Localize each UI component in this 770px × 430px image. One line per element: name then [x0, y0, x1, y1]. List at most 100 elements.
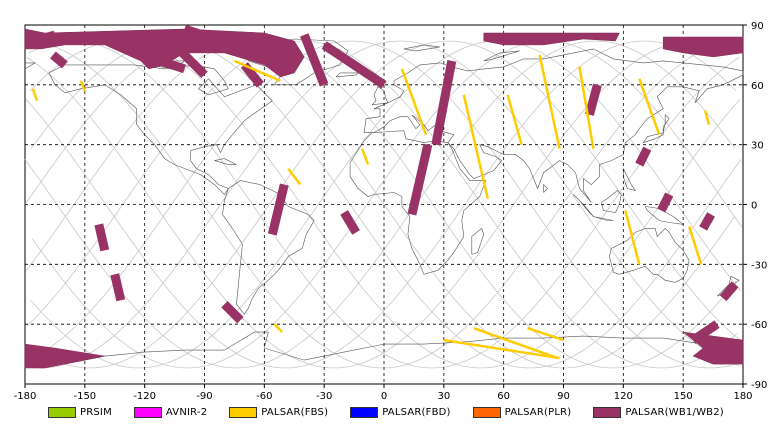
coastline [371, 86, 389, 106]
fbs-track [687, 226, 703, 265]
wb-swath [33, 30, 57, 46]
legend-label-wb: PALSAR(WB1/WB2) [625, 406, 724, 418]
coastline [609, 227, 690, 283]
palsar-swaths [24, 24, 744, 369]
fbs-track [538, 54, 561, 149]
fbs-track [473, 326, 558, 360]
wb-swath [110, 273, 126, 302]
y-tick-label: 60 [751, 81, 764, 92]
fbs-track [79, 80, 86, 92]
legend-swatch-prsim [48, 406, 76, 418]
y-tick-label: -30 [751, 260, 767, 271]
x-tick-label: -120 [133, 391, 156, 402]
wb-swath [635, 146, 652, 167]
legend-label-plr: PALSAR(PLR) [504, 406, 572, 418]
orbit-track [24, 40, 736, 369]
fbs-track [578, 66, 595, 149]
wb-polar-swath [483, 32, 620, 46]
x-tick-label: -60 [256, 391, 272, 402]
x-tick-label: -150 [73, 391, 96, 402]
fbs-track [31, 88, 39, 102]
y-tick-label: 30 [751, 141, 764, 152]
coastline [601, 190, 622, 213]
legend-swatch-fbs [229, 406, 258, 418]
y-tick-label: -90 [751, 380, 767, 391]
wb-swath [585, 83, 602, 116]
y-tick-label: 0 [751, 201, 757, 212]
coastline [483, 50, 520, 62]
coastline [543, 183, 548, 193]
wb-swath [183, 24, 246, 54]
y-tick-label: 90 [751, 21, 764, 32]
wb-swath [657, 192, 674, 213]
y-tick-label: -60 [751, 320, 767, 331]
fbs-track [400, 68, 428, 136]
legend-label-avnir: AVNIR-2 [165, 406, 208, 418]
wb-swath [240, 62, 264, 88]
fbs-track [287, 167, 302, 186]
orbit-track [27, 40, 739, 369]
wb-swath [340, 210, 360, 235]
orbit-track [25, 40, 737, 369]
orbit-track [25, 40, 737, 369]
wb-swath [139, 50, 186, 74]
legend-label-fbs: PALSAR(FBS) [261, 406, 329, 418]
wb-swath [94, 223, 110, 252]
coastline [471, 227, 485, 255]
wb-swath [321, 41, 387, 89]
fbs-track [527, 326, 564, 342]
x-tick-label: -30 [316, 391, 332, 402]
fbs-track [624, 210, 641, 265]
coastline [363, 48, 744, 203]
coastline [222, 180, 315, 315]
axis-ticks: -180 -150 -120 -90 -60 -30 0 30 60 90 120 150 180 90 6… [14, 21, 768, 402]
legend-item-fbd: PALSAR(FBD) [350, 406, 451, 418]
x-tick-label: 150 [674, 391, 693, 402]
wb-swath [50, 51, 68, 69]
legend-item-prsim: PRSIM [48, 406, 112, 418]
wb-swath [407, 143, 433, 216]
orbit-track [29, 40, 741, 369]
coastline [593, 216, 614, 221]
legend-label-fbd: PALSAR(FBD) [382, 406, 451, 418]
coastline [349, 130, 487, 275]
legend-item-fbs: PALSAR(FBS) [229, 406, 329, 418]
fbs-track [703, 110, 711, 126]
coastline [643, 114, 670, 143]
wb-swath [221, 301, 244, 324]
fbs-track [360, 148, 370, 166]
x-tick-label: 120 [614, 391, 633, 402]
wb-swath [300, 33, 329, 87]
fbs-track [638, 78, 661, 136]
wb-polar-swath [24, 343, 105, 369]
orbit-track [28, 40, 740, 369]
fbs-track [506, 94, 523, 146]
coastline [573, 194, 594, 217]
wb-swath [431, 60, 457, 146]
x-tick-label: 0 [381, 391, 387, 402]
coastline [24, 62, 37, 70]
wb-swath [719, 281, 739, 302]
legend-item-plr: PALSAR(PLR) [472, 406, 572, 418]
orbit-track [26, 40, 738, 369]
legend-swatch-fbd [350, 406, 379, 418]
wb-polar-swath [662, 36, 744, 58]
coastline [24, 331, 744, 365]
x-tick-label: 90 [557, 391, 570, 402]
orbit-track [28, 40, 740, 369]
legend-item-avnir: AVNIR-2 [133, 406, 208, 418]
legend-swatch-plr [472, 406, 501, 418]
fbs-track [233, 59, 281, 82]
x-tick-label: -180 [14, 391, 37, 402]
legend-swatch-avnir [133, 406, 162, 418]
legend: PRSIM AVNIR-2 PALSAR(FBS) PALSAR(FBD) PA… [48, 402, 746, 422]
legend-label-prsim: PRSIM [80, 406, 112, 418]
fbs-track [462, 94, 489, 199]
orbit-track [30, 40, 742, 369]
wb-swath [267, 183, 289, 236]
legend-swatch-wb [593, 406, 622, 418]
coastline [214, 158, 237, 165]
x-tick-label: -90 [196, 391, 212, 402]
x-tick-label: 30 [437, 391, 450, 402]
